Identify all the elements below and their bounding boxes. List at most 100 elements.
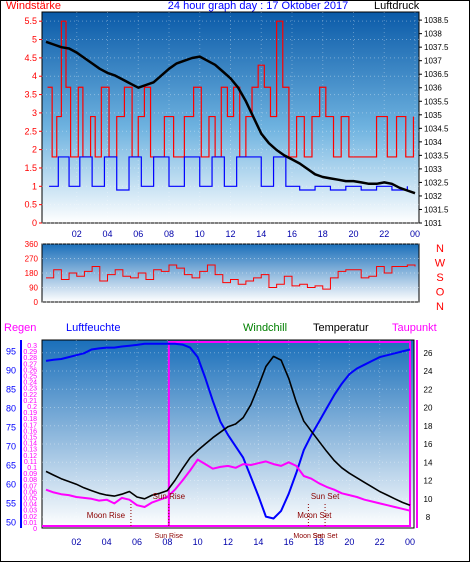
panel2-series xyxy=(46,264,416,290)
tick-label-rain: 0.04 xyxy=(23,502,37,509)
tick-label-pressure: 1037.5 xyxy=(424,43,449,52)
tick-label-wind: 4 xyxy=(32,71,37,81)
tick-label-wind: 0 xyxy=(32,218,37,228)
axis-event-label: Sun Rise xyxy=(155,533,184,540)
humidity-series xyxy=(45,342,411,520)
x-tick-label-top: 12 xyxy=(225,229,235,239)
tick-label-temperature: 8 xyxy=(426,513,431,522)
legend-temperatur: Temperatur xyxy=(313,322,369,334)
event-annotation: Sun Set xyxy=(311,492,340,501)
axis-event-label: Moon Set xyxy=(293,533,323,540)
panel-wind-pressure xyxy=(41,11,420,224)
tick-label-direction: 180 xyxy=(25,269,39,278)
panel3-x-labels: 02 04 06 08 10 12 14 16 18 20 22 00 xyxy=(71,537,415,547)
x-tick-label-top: 16 xyxy=(287,229,297,239)
tick-label-wind: 3 xyxy=(32,108,37,118)
tick-label-rain: 0.16 xyxy=(23,428,37,435)
tick-label-rain: 0.29 xyxy=(23,349,37,356)
tick-label-rain: 0.06 xyxy=(23,489,37,496)
tick-label-pressure: 1034 xyxy=(424,138,442,147)
tick-label-rain: 0.09 xyxy=(23,471,37,478)
tick-label-wind: 5 xyxy=(32,35,37,45)
tick-label-direction: 360 xyxy=(25,240,39,249)
tick-label-rain: 0.15 xyxy=(23,435,37,442)
tick-label-temperature: 20 xyxy=(424,404,433,413)
tick-label-temperature: 18 xyxy=(424,422,433,431)
tick-label-rain: 0.28 xyxy=(23,355,37,362)
tick-label-rain: 0.26 xyxy=(23,367,37,374)
tick-label-rain: 0.17 xyxy=(23,422,37,429)
tick-label-rain: 0.24 xyxy=(23,380,37,387)
panel1-x-labels: 02 04 06 08 10 12 14 16 18 20 22 00 xyxy=(72,229,420,239)
panel3-tick-labels: 00.010.020.030.040.050.060.070.080.090.1… xyxy=(6,340,433,533)
tick-label-wind: 1.5 xyxy=(24,163,37,173)
tick-label-pressure: 1038.5 xyxy=(424,16,449,25)
tick-label-humidity: 50 xyxy=(6,517,16,527)
x-tick-label-top: 18 xyxy=(318,229,328,239)
tick-label-pressure: 1032.5 xyxy=(424,178,449,187)
tick-label-pressure: 1034.5 xyxy=(424,124,449,133)
legend-taupunkt: Taupunkt xyxy=(392,322,437,334)
tick-label-wind: 0.5 xyxy=(24,200,37,210)
legend-regen: Regen xyxy=(4,322,36,334)
x-tick-label-bottom: 22 xyxy=(375,537,385,547)
tick-label-rain: 0.05 xyxy=(23,496,37,503)
tick-label-rain: 0.02 xyxy=(23,514,37,521)
tick-label-humidity: 95 xyxy=(6,346,16,356)
panel1-tick-labels: 0 0.5 1 1.5 2 2.5 3 3.5 4 4.5 5 5.5 1031 1031.5 1032 10… xyxy=(24,16,449,228)
x-tick-label-top: 20 xyxy=(348,229,358,239)
tick-label-rain: 0.01 xyxy=(23,520,37,527)
x-tick-label-top: 02 xyxy=(72,229,82,239)
tick-label-rain: 0.08 xyxy=(23,477,37,484)
tick-label-pressure: 1035.5 xyxy=(424,97,449,106)
tick-label-humidity: 85 xyxy=(6,384,16,394)
wind-gust-series xyxy=(47,20,415,158)
axis-event-label: Sun Set xyxy=(313,533,338,540)
tick-label-humidity: 75 xyxy=(6,422,16,432)
tick-label-rain: 0.27 xyxy=(23,361,37,368)
tick-label-humidity: 60 xyxy=(6,479,16,489)
tick-label-humidity: 70 xyxy=(6,441,16,451)
x-tick-label-bottom: 08 xyxy=(162,537,172,547)
x-tick-label-bottom: 10 xyxy=(193,537,203,547)
temperature-series xyxy=(45,355,411,506)
tick-label-pressure: 1035 xyxy=(424,111,442,120)
legend-windchill: Windchill xyxy=(243,322,287,334)
tick-label-wind: 3.5 xyxy=(24,90,37,100)
tick-label-rain: 0.11 xyxy=(24,459,37,466)
tick-label-humidity: 65 xyxy=(6,460,16,470)
tick-label-rain: 0.03 xyxy=(23,508,37,515)
event-annotation: Moon Rise xyxy=(87,511,126,520)
tick-label-rain: 0.21 xyxy=(23,398,37,405)
x-tick-label-bottom: 18 xyxy=(314,537,324,547)
tick-label-temperature: 12 xyxy=(424,477,433,486)
tick-label-rain: 0.12 xyxy=(23,453,37,460)
direction-letter: W xyxy=(435,258,446,270)
x-tick-label-bottom: 12 xyxy=(223,537,233,547)
x-tick-label-top: 10 xyxy=(195,229,205,239)
x-tick-label-top: 22 xyxy=(379,229,389,239)
tick-label-direction: 0 xyxy=(34,298,39,307)
taupunkt-series xyxy=(45,458,411,512)
tick-label-temperature: 10 xyxy=(424,495,433,504)
tick-label-rain: 0.19 xyxy=(23,410,37,417)
direction-letter: S xyxy=(436,272,443,284)
panel2-grid xyxy=(42,243,419,303)
wind-direction-series xyxy=(46,264,416,290)
tick-label-humidity: 90 xyxy=(6,365,16,375)
x-tick-label-top: 08 xyxy=(164,229,174,239)
tick-label-rain: 0.22 xyxy=(23,392,37,399)
tick-label-pressure: 1032 xyxy=(424,192,442,201)
tick-label-pressure: 1038 xyxy=(424,30,442,39)
direction-letter: O xyxy=(436,287,445,299)
tick-label-temperature: 16 xyxy=(424,440,433,449)
tick-label-pressure: 1033 xyxy=(424,165,442,174)
tick-label-pressure: 1037 xyxy=(424,57,442,66)
panel3-series xyxy=(42,341,411,527)
tick-label-rain: 0.07 xyxy=(23,483,37,490)
x-tick-label-top: 04 xyxy=(102,229,112,239)
x-tick-label-bottom: 14 xyxy=(253,537,263,547)
pressure-series xyxy=(45,40,416,195)
